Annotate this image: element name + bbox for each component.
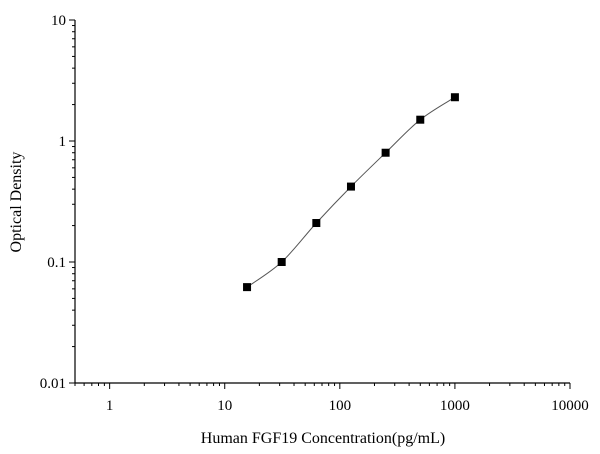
data-point xyxy=(312,219,321,228)
data-point xyxy=(450,93,459,102)
ticks xyxy=(69,19,571,389)
data-point xyxy=(243,283,252,292)
y-tick-label: 0.1 xyxy=(47,255,66,271)
y-tick-label: 10 xyxy=(51,13,66,29)
data-point xyxy=(346,182,355,191)
x-axis-title: Human FGF19 Concentration(pg/mL) xyxy=(201,430,445,447)
tick-labels: 1 10 100 1000 10000 0.01 0.1 1 10 xyxy=(40,13,589,414)
y-axis-title: Optical Density xyxy=(8,152,25,253)
x-tick-label: 100 xyxy=(329,398,352,414)
data-markers xyxy=(243,93,459,292)
y-tick-label: 0.01 xyxy=(40,376,66,392)
x-tick-label: 10000 xyxy=(551,398,589,414)
x-tick-label: 1000 xyxy=(440,398,470,414)
axes xyxy=(74,20,570,384)
data-point xyxy=(277,258,286,266)
x-tick-label: 10 xyxy=(217,398,232,414)
y-tick-label: 1 xyxy=(59,134,67,150)
data-point xyxy=(416,115,425,124)
x-tick-label: 1 xyxy=(106,398,114,414)
data-point xyxy=(381,148,390,157)
